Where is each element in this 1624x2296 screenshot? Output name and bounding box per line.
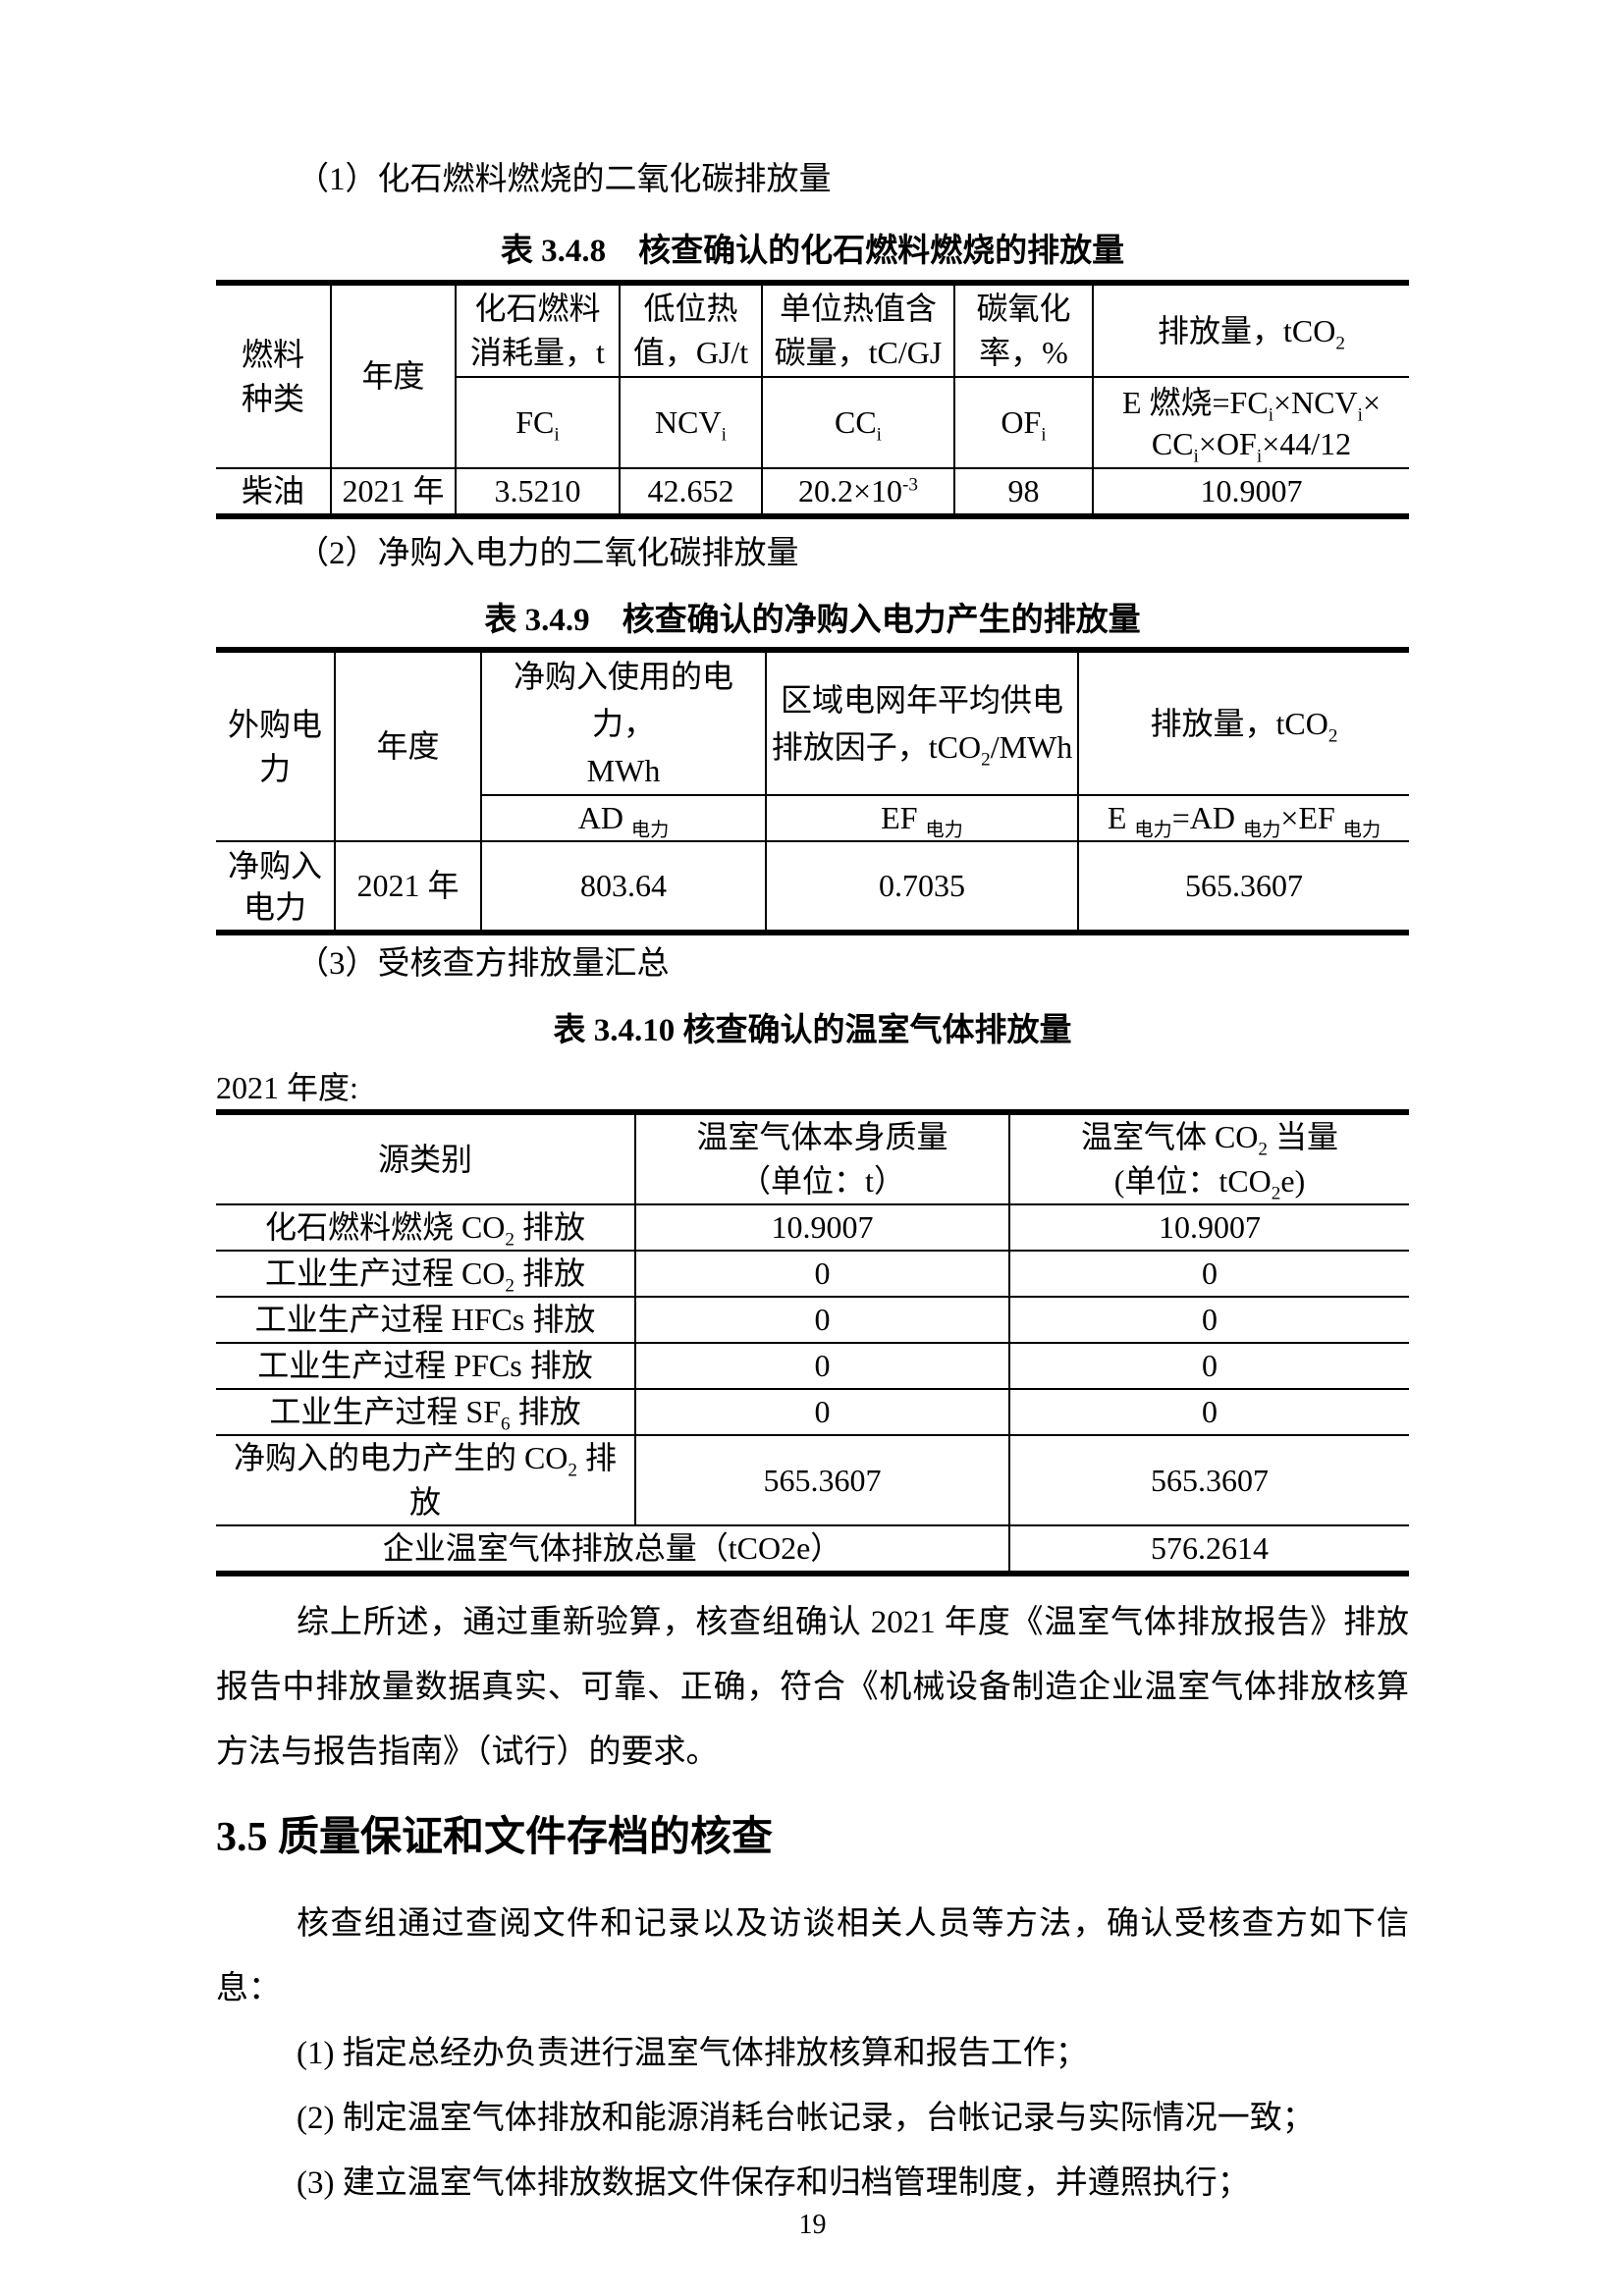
emission-row: 工业生产过程 SF6 排放 0 0 <box>216 1389 1409 1436</box>
table-348-header-row: 燃料 种类 年度 化石燃料 消耗量，t 低位热 值，GJ/t 单位热值含 碳量，tC/G… <box>216 283 1409 469</box>
table-349-header-row: 外购电力 年度 净购入使用的电力， MWh 区域电网年平均供电 排放因子，tCO2/… <box>216 650 1409 842</box>
summary-paragraph: 综上所述，通过重新验算，核查组确认 2021 年度《温室气体排放报告》排放报告中… <box>216 1605 1409 1770</box>
qa-item-3: (3) 建立温室气体排放数据文件保存和归档管理制度，并遵照执行； <box>297 2165 1250 2201</box>
total-label: 企业温室气体排放总量（tCO2e） <box>216 1525 1010 1574</box>
emission-formula: E 燃烧=FCi×NCVi× CCi×OFi×44/12 <box>1093 377 1409 469</box>
fc-value: 3.5210 <box>456 468 621 516</box>
table-349-symbol-row: AD 电力 EF 电力 E 电力=AD 电力×EF 电力 <box>216 795 1409 842</box>
table-3410: 源类别 温室气体本身质量 （单位：t） 温室气体 CO2 当量 (单位：tCO2e)… <box>216 1109 1409 1576</box>
co2e-value: 565.3607 <box>1009 1435 1409 1526</box>
heading-electricity-co2: （2）净购入电力的二氧化碳排放量 <box>297 536 799 571</box>
emission-row: 工业生产过程 CO2 排放 0 0 <box>216 1251 1409 1298</box>
mass-value: 0 <box>635 1297 1010 1344</box>
of-symbol: OFi <box>954 377 1094 469</box>
table-3410-title: 表 3.4.10 核查确认的温室气体排放量 <box>553 1013 1072 1048</box>
year-header: 年度 <box>335 650 482 842</box>
ncv-value: 42.652 <box>620 468 763 516</box>
ef-header: 区域电网年平均供电 排放因子，tCO2/MWh <box>766 650 1079 796</box>
co2e-value: 0 <box>1009 1297 1409 1344</box>
ef-value: 0.7035 <box>766 841 1079 933</box>
ad-value: 803.64 <box>481 841 767 933</box>
mass-value: 565.3607 <box>635 1435 1010 1526</box>
table-348-symbol-row: FCi NCVi CCi OFi E 燃烧=FCi×NCVi× CCi×OFi×4… <box>216 377 1409 469</box>
section-35-heading: 3.5 质量保证和文件存档的核查 <box>216 1815 774 1860</box>
cc-header: 单位热值含 碳量，tC/GJ <box>762 283 955 378</box>
source-label: 净购入的电力产生的 CO2 排放 <box>216 1435 636 1526</box>
source-label: 工业生产过程 HFCs 排放 <box>216 1297 636 1344</box>
emission-row: 净购入的电力产生的 CO2 排放 565.3607 565.3607 <box>216 1435 1409 1526</box>
table-349-data-row: 净购入 电力 2021 年 803.64 0.7035 565.3607 <box>216 841 1409 933</box>
fuel-type-header: 燃料 种类 <box>216 283 332 469</box>
mass-value: 0 <box>635 1343 1010 1390</box>
total-value: 576.2614 <box>1151 1530 1269 1566</box>
co2e-value: 0 <box>1009 1343 1409 1390</box>
mass-value: 10.9007 <box>635 1204 1010 1252</box>
table-348-title: 表 3.4.8 核查确认的化石燃料燃烧的排放量 <box>500 234 1125 269</box>
ef-symbol: EF 电力 <box>766 795 1079 842</box>
page-number: 19 <box>798 2210 827 2240</box>
source-category-header: 源类别 <box>216 1112 636 1205</box>
source-label: 工业生产过程 PFCs 排放 <box>216 1343 636 1390</box>
table-349: 外购电力 年度 净购入使用的电力， MWh 区域电网年平均供电 排放因子，tCO2/… <box>216 647 1409 935</box>
co2e-value: 10.9007 <box>1009 1204 1409 1252</box>
table-3410-header-row: 源类别 温室气体本身质量 （单位：t） 温室气体 CO2 当量 (单位：tCO2e) <box>216 1112 1409 1205</box>
heading-fossil-fuel-co2: （1）化石燃料燃烧的二氧化碳排放量 <box>297 162 832 197</box>
emission-row: 工业生产过程 PFCs 排放 0 0 <box>216 1343 1409 1390</box>
year-cell: 2021 年 <box>335 841 482 933</box>
table-348-data-row: 柴油 2021 年 3.5210 42.652 20.2×10-3 98 10.… <box>216 468 1409 516</box>
qa-item-2: (2) 制定温室气体排放和能源消耗台帐记录，台帐记录与实际情况一致； <box>297 2101 1315 2136</box>
ad-header: 净购入使用的电力， MWh <box>481 650 767 796</box>
qa-item-1: (1) 指定总经办负责进行温室气体排放核算和报告工作； <box>297 2036 1088 2071</box>
emission-header: 排放量，tCO2 <box>1078 650 1409 796</box>
heading-summary: （3）受核查方排放量汇总 <box>297 946 670 982</box>
qa-intro-paragraph: 核查组通过查阅文件和记录以及访谈相关人员等方法，确认受核查方如下信息： <box>216 1906 1409 2006</box>
cc-value: 20.2×10-3 <box>762 468 955 516</box>
fc-header: 化石燃料 消耗量，t <box>456 283 621 378</box>
table-349-title: 表 3.4.9 核查确认的净购入电力产生的排放量 <box>484 603 1141 638</box>
emission-row: 化石燃料燃烧 CO2 排放 10.9007 10.9007 <box>216 1204 1409 1252</box>
co2e-value: 0 <box>1009 1251 1409 1298</box>
source-label: 工业生产过程 CO2 排放 <box>216 1251 636 1298</box>
source-label: 工业生产过程 SF6 排放 <box>216 1389 636 1436</box>
table-348: 燃料 种类 年度 化石燃料 消耗量，t 低位热 值，GJ/t 单位热值含 碳量，tC/G… <box>216 280 1409 519</box>
mass-value: 0 <box>635 1389 1010 1436</box>
source-label: 化石燃料燃烧 CO2 排放 <box>216 1204 636 1252</box>
year-label: 2021 年度: <box>216 1070 358 1105</box>
ad-symbol: AD 电力 <box>481 795 767 842</box>
purchased-power-header: 外购电力 <box>216 650 336 842</box>
ghg-co2e-header: 温室气体 CO2 当量 (单位：tCO2e) <box>1009 1112 1409 1205</box>
ncv-symbol: NCVi <box>620 377 763 469</box>
of-header: 碳氧化 率，% <box>954 283 1094 378</box>
fuel-cell: 柴油 <box>216 468 332 516</box>
mass-value: 0 <box>635 1251 1010 1298</box>
year-cell: 2021 年 <box>331 468 457 516</box>
source-cell: 净购入 电力 <box>216 841 336 933</box>
emission-row: 工业生产过程 HFCs 排放 0 0 <box>216 1297 1409 1344</box>
emission-value: 10.9007 <box>1200 473 1303 508</box>
fc-symbol: FCi <box>456 377 621 469</box>
emission-formula: E 电力=AD 电力×EF 电力 <box>1078 795 1409 842</box>
emission-header: 排放量，tCO2 <box>1093 283 1409 378</box>
year-header: 年度 <box>331 283 457 469</box>
emission-value: 565.3607 <box>1185 868 1303 903</box>
ghg-mass-header: 温室气体本身质量 （单位：t） <box>635 1112 1010 1205</box>
of-value: 98 <box>954 468 1094 516</box>
ncv-header: 低位热 值，GJ/t <box>620 283 763 378</box>
total-row: 企业温室气体排放总量（tCO2e） 576.2614 <box>216 1525 1409 1574</box>
co2e-value: 0 <box>1009 1389 1409 1436</box>
cc-symbol: CCi <box>762 377 955 469</box>
